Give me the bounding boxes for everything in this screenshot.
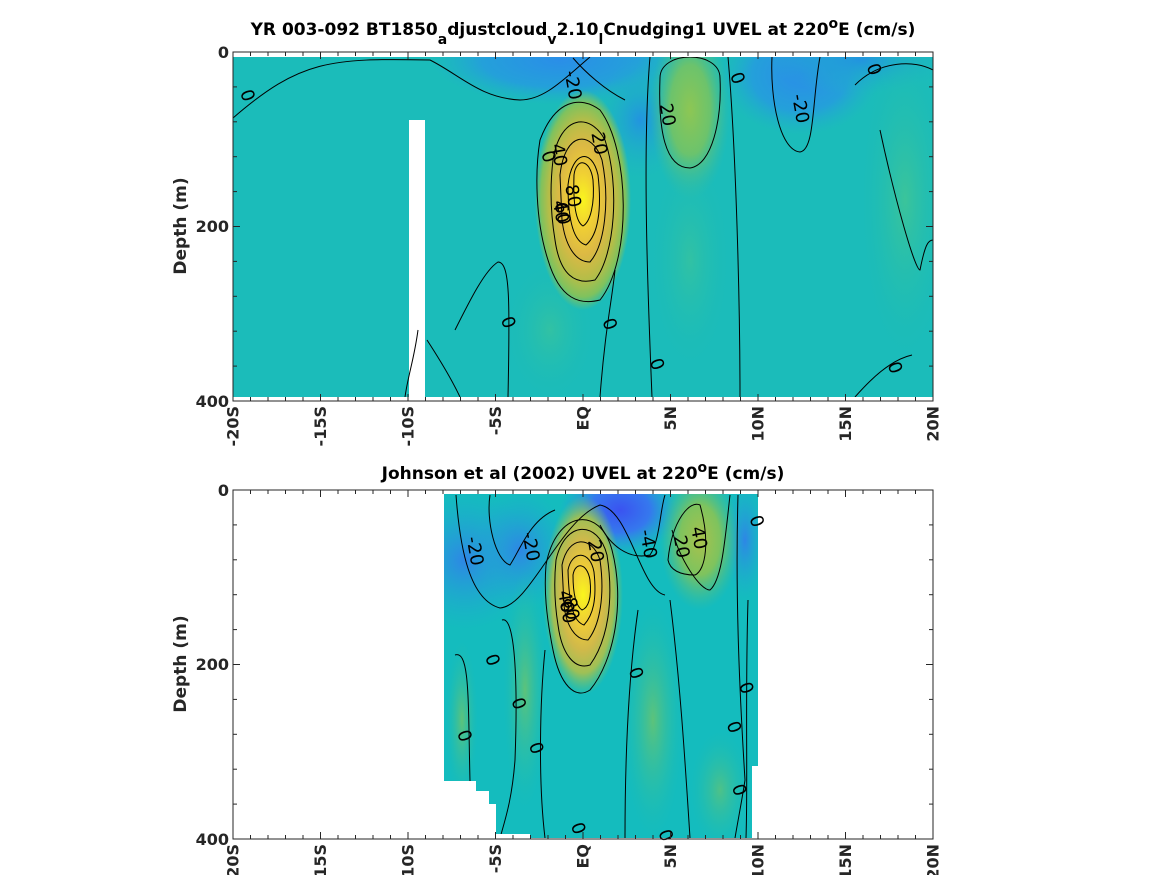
top-contour-label-8: 20 xyxy=(655,102,680,128)
top-contour-label-5: 80 xyxy=(560,183,585,209)
bottom-contour-label-5: 40 xyxy=(686,525,711,551)
bottom-ytick-0: 0 xyxy=(218,481,229,500)
bottom-x-tick-labels: -20S -15S -10S -5S EQ 5N 10N 15N 20N xyxy=(224,844,943,875)
bottom-y-tick-labels: 0 200 400 xyxy=(196,481,229,849)
top-title: YR 003-092 BT1850adjustcloudv2.10lCnudgi… xyxy=(250,16,916,48)
bottom-contour-label-3: -40 xyxy=(635,528,661,561)
bottom-contour-label-9: 60 xyxy=(555,599,580,625)
top-xtick-label-7: 15N xyxy=(836,406,855,442)
top-contours xyxy=(233,57,933,397)
bottom-xtick-label-4: EQ xyxy=(574,844,593,869)
top-y-axis-label: Depth (m) xyxy=(171,177,191,274)
top-field xyxy=(233,57,933,397)
top-ytick-200: 200 xyxy=(196,217,229,236)
top-xtick-label-2: -10S xyxy=(399,406,418,446)
bottom-y-axis-label: Depth (m) xyxy=(171,615,191,712)
top-ytick-400: 400 xyxy=(196,392,229,411)
bottom-xtick-label-0: -20S xyxy=(224,844,243,875)
top-xtick-label-3: -5S xyxy=(486,406,505,435)
top-xtick-label-5: 5N xyxy=(661,406,680,431)
top-contour-label-4: 40 xyxy=(546,142,571,168)
bottom-contours xyxy=(454,494,749,838)
bottom-title: Johnson et al (2002) UVEL at 220oE (cm/s… xyxy=(381,460,785,484)
bottom-contour-label-4: 20 xyxy=(669,534,694,560)
top-contour-label-6: 60 xyxy=(550,200,575,226)
top-contour-label-7: 40 xyxy=(548,199,573,225)
bottom-xtick-label-3: -5S xyxy=(486,844,505,873)
bottom-xtick-label-8: 20N xyxy=(924,844,943,875)
bottom-xtick-label-1: -15S xyxy=(311,844,330,875)
bottom-contour-label-7: 40 xyxy=(553,589,578,615)
bottom-minor-ticks xyxy=(232,489,934,840)
top-panel: YR 003-092 BT1850adjustcloudv2.10lCnudgi… xyxy=(171,16,943,446)
bottom-panel: Johnson et al (2002) UVEL at 220oE (cm/s… xyxy=(171,460,943,875)
top-xtick-label-0: -20S xyxy=(224,406,243,446)
top-xtick-label-1: -15S xyxy=(311,406,330,446)
bottom-ytick-200: 200 xyxy=(196,655,229,674)
top-contour-label-10: -20 xyxy=(787,92,813,125)
top-x-tick-labels: -20S -15S -10S -5S EQ 5N 10N 15N 20N xyxy=(224,406,943,446)
top-y-tick-labels: 0 200 400 xyxy=(196,43,229,411)
top-xtick-label-4: EQ xyxy=(574,406,593,431)
bottom-xtick-label-7: 15N xyxy=(836,844,855,875)
top-xtick-label-6: 10N xyxy=(749,406,768,442)
bottom-contour-label-2: 20 xyxy=(583,538,608,564)
bottom-contour-label-0: -20 xyxy=(462,535,488,568)
bottom-contour-label-8: 80 xyxy=(558,596,583,622)
top-ytick-0: 0 xyxy=(218,43,229,62)
top-minor-ticks xyxy=(232,51,934,402)
top-contour-label-2: 20 xyxy=(586,130,611,156)
top-contour-label-1: -20 xyxy=(560,69,586,102)
bottom-contour-label-1: -20 xyxy=(518,530,544,563)
bottom-xtick-label-5: 5N xyxy=(661,844,680,869)
bottom-ytick-400: 400 xyxy=(196,830,229,849)
bottom-field xyxy=(444,494,758,838)
bottom-xtick-label-2: -10S xyxy=(399,844,418,875)
bottom-xtick-label-6: 10N xyxy=(749,844,768,875)
top-xtick-label-8: 20N xyxy=(924,406,943,442)
